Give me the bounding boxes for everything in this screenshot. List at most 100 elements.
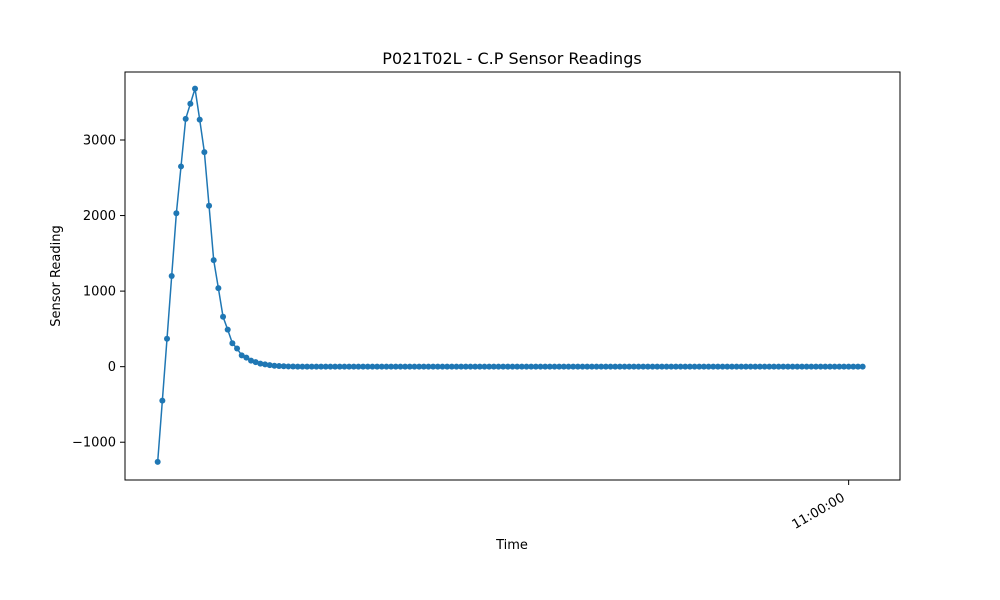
- data-point: [700, 363, 707, 370]
- data-point: [495, 363, 502, 370]
- data-point: [458, 363, 465, 370]
- data-point: [439, 363, 446, 370]
- data-point: [192, 85, 199, 92]
- data-point: [453, 363, 460, 370]
- data-point: [504, 363, 511, 370]
- y-tick-label: −1000: [72, 436, 116, 451]
- data-point: [747, 363, 754, 370]
- data-point: [654, 363, 661, 370]
- data-point: [817, 363, 824, 370]
- data-point: [444, 363, 451, 370]
- data-point: [560, 363, 567, 370]
- data-point: [215, 285, 222, 292]
- data-point: [640, 363, 647, 370]
- data-point: [486, 363, 493, 370]
- data-point: [462, 363, 469, 370]
- data-point: [719, 363, 726, 370]
- data-point: [374, 363, 381, 370]
- data-point: [229, 340, 236, 347]
- data-point: [850, 363, 857, 370]
- data-point: [710, 363, 717, 370]
- data-point: [234, 345, 241, 352]
- data-point: [210, 257, 217, 264]
- data-point: [836, 363, 843, 370]
- y-tick-label: 1000: [83, 285, 116, 300]
- data-point: [696, 363, 703, 370]
- data-point: [406, 363, 413, 370]
- data-point: [490, 363, 497, 370]
- data-point: [756, 363, 763, 370]
- data-point: [859, 363, 866, 370]
- data-point: [798, 363, 805, 370]
- data-point: [626, 363, 633, 370]
- data-point: [565, 363, 572, 370]
- data-point: [308, 363, 315, 370]
- series-layer: [154, 85, 866, 465]
- data-point: [500, 363, 507, 370]
- data-point: [481, 363, 488, 370]
- data-point: [467, 363, 474, 370]
- data-point: [537, 363, 544, 370]
- data-point: [411, 363, 418, 370]
- data-point: [738, 363, 745, 370]
- data-point: [677, 363, 684, 370]
- data-point: [332, 363, 339, 370]
- data-point: [826, 363, 833, 370]
- data-point: [336, 363, 343, 370]
- data-point: [593, 363, 600, 370]
- data-point: [164, 335, 171, 342]
- data-point: [542, 363, 549, 370]
- data-point: [845, 363, 852, 370]
- data-point: [294, 363, 301, 370]
- data-point: [266, 362, 273, 369]
- data-point: [705, 363, 712, 370]
- data-point: [794, 363, 801, 370]
- y-tick-label: 0: [108, 360, 116, 375]
- data-point: [518, 363, 525, 370]
- data-point: [341, 363, 348, 370]
- data-point: [262, 361, 269, 368]
- data-point: [588, 363, 595, 370]
- data-point: [402, 363, 409, 370]
- data-point: [574, 363, 581, 370]
- data-point: [420, 363, 427, 370]
- data-point: [644, 363, 651, 370]
- data-point: [472, 363, 479, 370]
- data-point: [182, 115, 189, 122]
- data-point: [252, 359, 259, 366]
- data-point: [392, 363, 399, 370]
- data-point: [733, 363, 740, 370]
- data-point: [854, 363, 861, 370]
- data-point: [224, 326, 231, 333]
- data-point: [346, 363, 353, 370]
- data-point: [672, 363, 679, 370]
- data-point: [416, 363, 423, 370]
- data-point: [584, 363, 591, 370]
- data-point: [327, 363, 334, 370]
- data-point: [238, 352, 245, 359]
- data-point: [602, 363, 609, 370]
- y-tick-label: 2000: [83, 209, 116, 224]
- data-point: [616, 363, 623, 370]
- data-point: [551, 363, 558, 370]
- y-axis-label: Sensor Reading: [49, 225, 64, 326]
- data-point: [196, 116, 203, 123]
- data-point: [388, 363, 395, 370]
- data-point: [271, 362, 278, 369]
- y-tick-label: 3000: [83, 134, 116, 149]
- data-point: [649, 363, 656, 370]
- data-point: [201, 149, 208, 156]
- data-point: [434, 363, 441, 370]
- data-point: [742, 363, 749, 370]
- data-point: [579, 363, 586, 370]
- data-point: [509, 363, 516, 370]
- data-point: [206, 202, 213, 209]
- data-point: [318, 363, 325, 370]
- data-point: [514, 363, 521, 370]
- data-point: [724, 363, 731, 370]
- y-axis-ticks: −1000 0 1000 2000 3000: [72, 134, 125, 451]
- data-point: [364, 363, 371, 370]
